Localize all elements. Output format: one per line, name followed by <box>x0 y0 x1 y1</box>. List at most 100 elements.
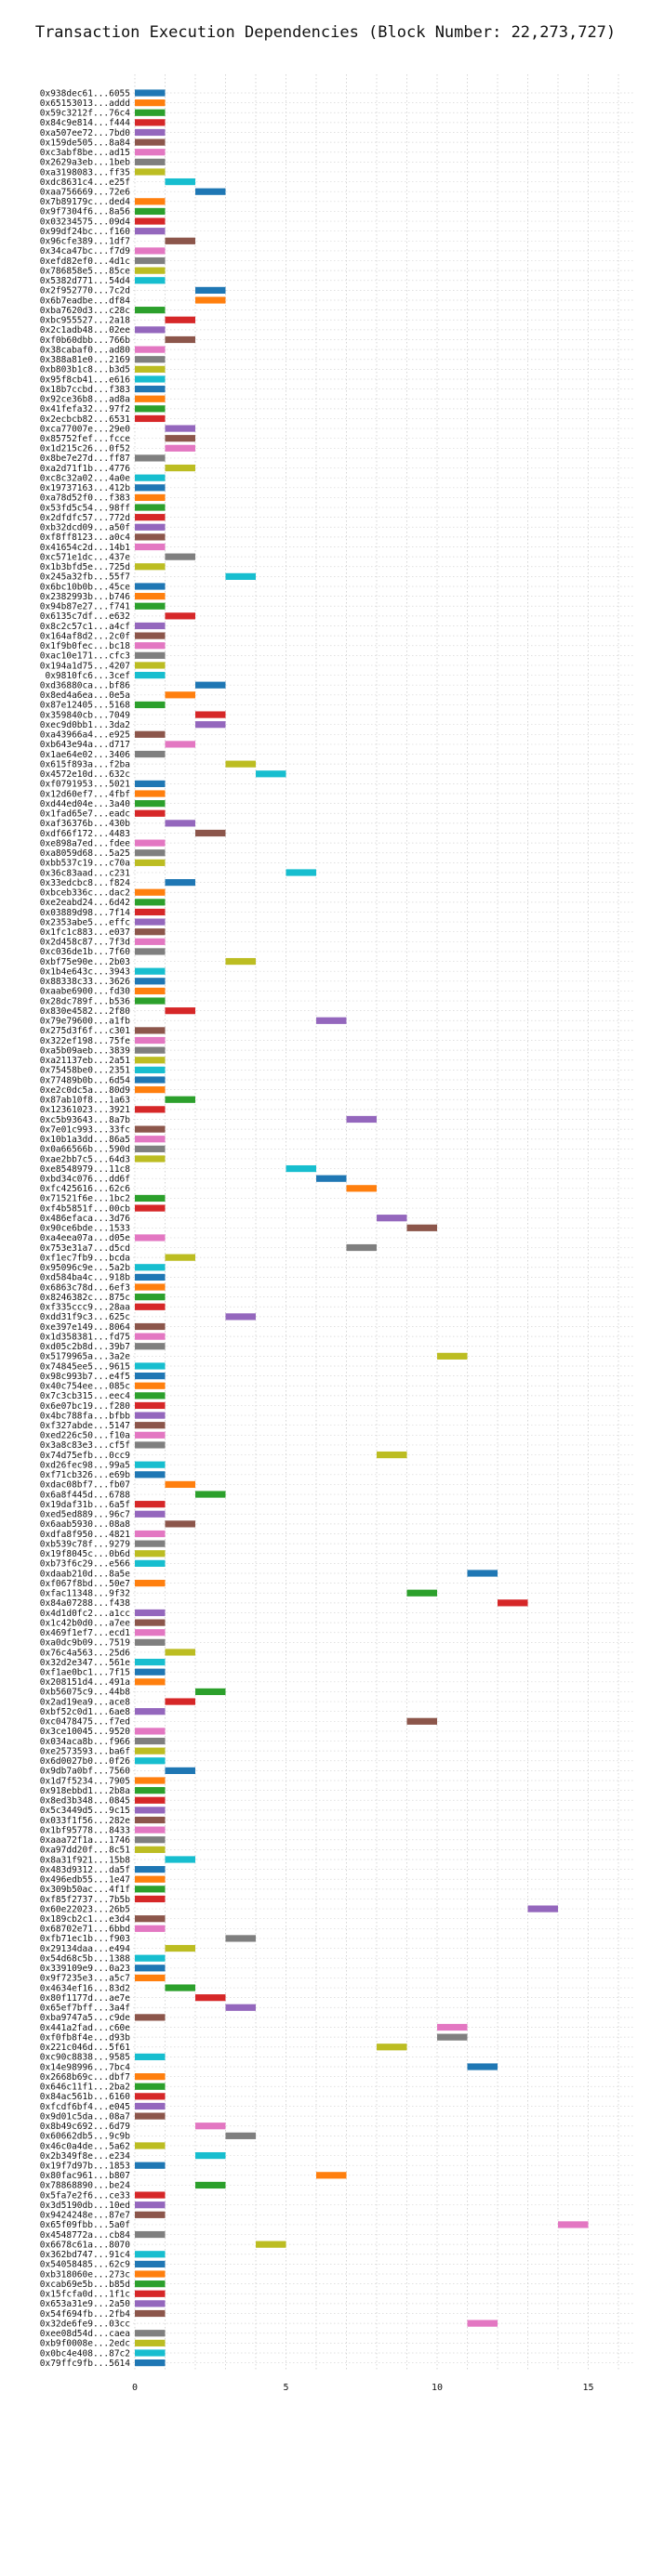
tx-bar <box>165 237 195 244</box>
tx-label: 0x60662db5...9c9b <box>40 2132 131 2142</box>
tx-bar <box>195 2151 226 2160</box>
tx-bar <box>135 987 166 995</box>
chart-title: Transaction Execution Dependencies (Bloc… <box>35 23 616 42</box>
tx-label: 0x2ad19ea9...ace8 <box>40 1697 131 1707</box>
tx-label: 0x2b349f8e...e234 <box>40 2151 131 2162</box>
tx-label: 0xf327abde...5147 <box>40 1421 130 1431</box>
tx-bar <box>135 809 166 817</box>
tx-label: 0x8246382c...875c <box>40 1293 130 1303</box>
tx-label: 0x189cb2c1...e3d4 <box>40 1914 131 1925</box>
tx-bar <box>437 2033 468 2041</box>
tx-label: 0xee08d54d...caea <box>40 2329 130 2339</box>
tx-bar <box>135 2230 166 2239</box>
tx-label: 0x60e22023...26b5 <box>40 1904 130 1914</box>
tx-label: 0x32de6fe9...03cc <box>40 2319 130 2329</box>
tx-label: 0x3ce10045...9520 <box>40 1727 131 1737</box>
tx-label: 0xa507ee72...7bd0 <box>40 128 131 138</box>
tx-label: 0xb539c78f...9279 <box>40 1539 131 1549</box>
tx-label: 0x40c754ee...085c <box>40 1382 130 1392</box>
tx-label: 0x96cfe389...1df7 <box>40 237 130 247</box>
tx-label: 0x483d9312...da5f <box>40 1865 130 1875</box>
tx-bar <box>135 928 166 936</box>
tx-bar <box>135 662 166 669</box>
tx-bar <box>377 2044 407 2051</box>
tx-label: 0xed226c50...f10a <box>40 1431 130 1441</box>
tx-bar <box>135 1540 166 1547</box>
tx-label: 0x275d3f6f...c301 <box>40 1026 131 1036</box>
tx-label: 0xe2c0dc5a...80d9 <box>40 1085 131 1096</box>
tx-bar <box>135 1619 166 1626</box>
tx-bar <box>135 849 166 857</box>
tx-label: 0x6aab5930...08a8 <box>40 1519 131 1530</box>
tx-bar <box>135 2014 166 2021</box>
tx-label: 0x46c0a4de...5a62 <box>40 2141 130 2151</box>
tx-bar <box>135 128 166 137</box>
tx-bar <box>377 1451 407 1459</box>
tx-label: 0xa4eea07a...d05e <box>40 1233 131 1243</box>
tx-bar <box>135 948 166 955</box>
tx-label: 0x80f1177d...ae7e <box>40 1993 131 2004</box>
tx-label: 0xbd34c076...dd6f <box>40 1175 130 1185</box>
tx-label: 0x9db7a0bf...7560 <box>40 1767 131 1777</box>
tx-label: 0x1d358381...fd75 <box>40 1332 130 1342</box>
tx-bar <box>165 1254 195 1261</box>
tx-bar <box>135 474 166 481</box>
tx-bar <box>165 553 195 560</box>
tx-bar <box>135 1322 166 1331</box>
tx-bar <box>346 1115 377 1124</box>
tx-bar <box>135 1777 166 1784</box>
tx-bar <box>135 1441 166 1449</box>
tx-label: 0xd584ba4c...918b <box>40 1273 131 1283</box>
tx-label: 0x84a07288...f438 <box>40 1598 131 1609</box>
tx-bar <box>135 730 166 738</box>
tx-label: 0x19daf31b...6a5f <box>40 1500 130 1510</box>
tx-bar <box>135 642 166 650</box>
tx-bar <box>406 1589 437 1597</box>
tx-bar <box>135 701 166 709</box>
tx-bar <box>135 1234 166 1242</box>
tx-label: 0x53fd5c54...98ff <box>40 503 130 513</box>
tx-bar <box>135 997 166 1005</box>
tx-label: 0x4634ef16...83d2 <box>40 1983 130 1993</box>
tx-label: 0x646c11f1...2ba2 <box>40 2083 130 2093</box>
tx-bar <box>225 760 256 768</box>
tx-bar <box>135 1501 166 1508</box>
tx-label: 0xdd31f9c3...625c <box>40 1312 130 1322</box>
tx-bar <box>135 543 166 551</box>
tx-bar <box>135 2053 166 2060</box>
tx-label: 0xdfa8f950...4821 <box>40 1530 131 1540</box>
tx-label: 0x94b87e27...f741 <box>40 602 131 612</box>
tx-label: 0x19f8045c...0b6d <box>40 1549 130 1559</box>
tx-label: 0x2c1adb48...02ee <box>40 325 131 335</box>
tx-bar <box>135 1915 166 1923</box>
tx-label: 0x18b7ccbd...f383 <box>40 385 130 395</box>
tx-label: 0x4d1d0fc2...a1cc <box>40 1609 130 1619</box>
tx-label: 0x9f7235e3...a5c7 <box>40 1974 130 1984</box>
tx-label: 0x1b3bfd5e...725d <box>40 562 130 572</box>
tx-label: 0x8b49c692...6d79 <box>40 2122 131 2132</box>
tx-bar <box>316 1017 347 1024</box>
tx-label: 0x339109e9...0a23 <box>40 1964 130 1974</box>
grid-lines <box>133 74 634 2372</box>
tx-bar <box>135 2201 166 2209</box>
tx-label: 0x830e4582...2f80 <box>40 1006 131 1017</box>
tx-label: 0x84ac561b...6160 <box>40 2092 131 2102</box>
tx-label: 0x19f7d97b...1853 <box>40 2162 130 2172</box>
tx-bar <box>225 1935 256 1942</box>
tx-bar <box>135 2359 166 2367</box>
tx-bar <box>135 888 166 896</box>
tx-bar <box>135 2083 166 2090</box>
tx-bar <box>165 425 195 432</box>
tx-label: 0x0a66566b...590d <box>40 1145 130 1155</box>
tx-label: 0xed5ed889...96c7 <box>40 1510 130 1520</box>
tx-bar <box>135 1816 166 1824</box>
tx-bar <box>135 1461 166 1468</box>
tx-bar <box>135 1401 166 1410</box>
tx-label: 0xf1ae0bc1...7f15 <box>40 1668 130 1678</box>
tx-label: 0x15fcfa0d...1f1c <box>40 2290 130 2300</box>
tx-bar <box>195 721 226 729</box>
tx-bar <box>135 405 166 413</box>
tx-bar <box>135 750 166 758</box>
tx-label: 0x9810fc6...3cef <box>45 671 130 681</box>
tx-bar <box>437 1352 468 1360</box>
